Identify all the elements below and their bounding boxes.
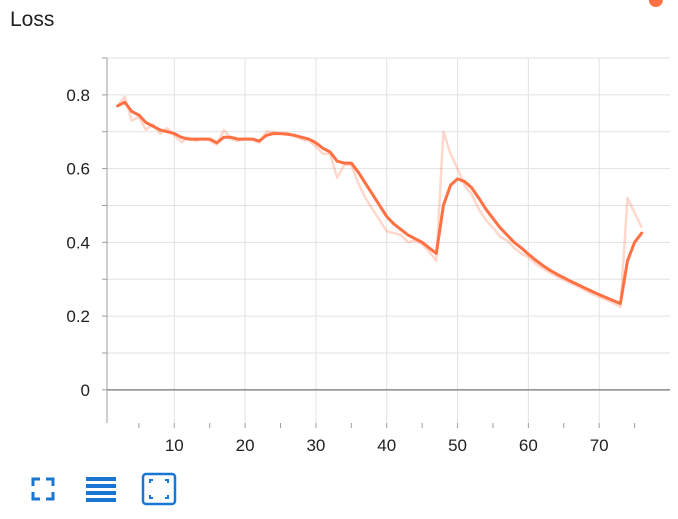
y-tick-label: 0.2 xyxy=(66,307,90,326)
chart-title: Loss xyxy=(10,8,55,31)
last-point-marker xyxy=(648,0,663,7)
x-tick-label: 10 xyxy=(165,436,184,455)
smoothed-series-line xyxy=(116,100,644,305)
y-tick-label: 0.8 xyxy=(66,86,90,105)
raw-series xyxy=(116,95,643,309)
axes xyxy=(102,57,670,428)
x-tick-label: 60 xyxy=(519,436,538,455)
x-tick-label: 30 xyxy=(306,436,325,455)
fit-domain-button[interactable] xyxy=(140,472,178,506)
y-tick-label: 0.4 xyxy=(66,233,90,252)
x-tick-label: 50 xyxy=(448,436,467,455)
toggle-log-list-button[interactable] xyxy=(82,472,120,506)
raw-series-line xyxy=(116,95,643,309)
chart-toolbar xyxy=(24,472,178,506)
fullscreen-icon xyxy=(31,477,55,501)
x-tick-label: 40 xyxy=(377,436,396,455)
grid-lines xyxy=(107,57,670,423)
tick-labels: 0 0.2 0.4 0.6 0.8 10 20 30 40 50 60 70 xyxy=(66,86,608,455)
y-tick-label: 0 xyxy=(81,381,90,400)
y-tick-label: 0.6 xyxy=(66,160,90,179)
fit-domain-icon xyxy=(141,472,177,506)
smoothed-series xyxy=(116,0,663,305)
x-tick-label: 20 xyxy=(236,436,255,455)
x-tick-label: 70 xyxy=(590,436,609,455)
chart-plot-area: 0 0.2 0.4 0.6 0.8 10 20 30 40 50 60 70 xyxy=(66,0,670,455)
fullscreen-button[interactable] xyxy=(24,472,62,506)
list-icon xyxy=(86,477,116,502)
